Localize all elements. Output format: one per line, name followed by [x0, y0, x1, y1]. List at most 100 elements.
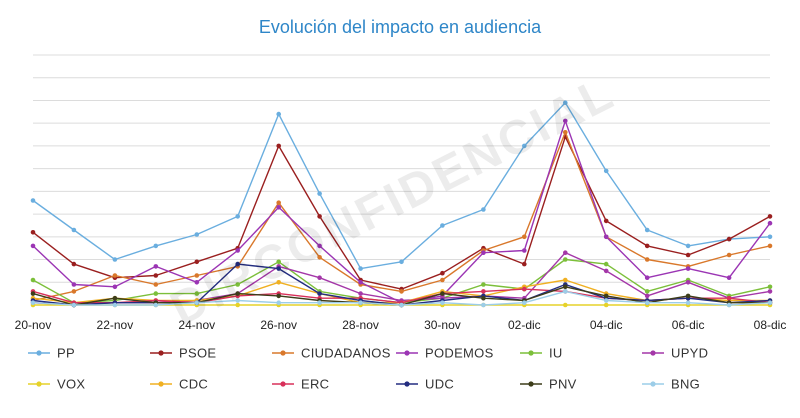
data-point	[399, 289, 404, 294]
data-point	[644, 300, 650, 306]
data-point	[481, 302, 486, 308]
data-point	[235, 214, 240, 219]
data-point	[194, 259, 200, 265]
legend-item: CDC	[150, 377, 208, 392]
data-point	[440, 223, 445, 228]
legend-label: IU	[549, 346, 563, 361]
data-point	[276, 293, 282, 299]
legend-item: BNG	[642, 377, 700, 392]
legend-swatch-marker	[280, 381, 286, 387]
data-point	[194, 291, 200, 296]
data-point	[112, 295, 118, 301]
data-point	[726, 302, 732, 308]
data-point	[358, 300, 363, 306]
series-lines	[30, 100, 773, 308]
data-point	[235, 298, 240, 303]
data-point	[317, 300, 322, 306]
data-point	[522, 234, 527, 240]
data-point	[276, 259, 282, 265]
series-upyd	[30, 250, 773, 308]
data-point	[481, 250, 486, 255]
data-point	[71, 227, 77, 233]
x-tick-label: 22-nov	[97, 318, 134, 332]
data-point	[276, 143, 282, 149]
data-point	[767, 300, 773, 306]
data-point	[603, 293, 609, 299]
data-point	[235, 291, 240, 296]
data-point	[563, 130, 568, 135]
data-point	[153, 291, 159, 296]
data-point	[767, 220, 773, 226]
data-point	[71, 289, 77, 294]
data-point	[317, 214, 322, 219]
data-point	[317, 291, 322, 296]
data-point	[726, 295, 732, 301]
data-point	[563, 277, 568, 283]
data-point	[685, 252, 691, 258]
data-point	[235, 282, 240, 287]
legend-swatch-marker	[650, 381, 656, 387]
legend-item: ERC	[272, 377, 329, 392]
x-tick-label: 08-dic	[754, 318, 787, 332]
data-point	[685, 293, 691, 299]
x-tick-label: 02-dic	[508, 318, 541, 332]
data-point	[481, 289, 486, 294]
legend-swatch-marker	[36, 350, 42, 356]
data-point	[276, 111, 282, 117]
data-point	[440, 300, 445, 306]
data-point	[112, 302, 118, 308]
data-point	[153, 282, 159, 287]
data-point	[685, 266, 691, 271]
data-point	[194, 280, 200, 285]
data-point	[358, 280, 363, 285]
legend-item: CIUDADANOS	[272, 346, 390, 361]
chart-title: Evolución del impacto en audiencia	[259, 17, 542, 37]
data-point	[603, 298, 609, 303]
data-point	[481, 207, 486, 212]
legend-item: VOX	[28, 377, 85, 392]
legend-swatch-marker	[158, 381, 164, 387]
data-point	[644, 257, 650, 262]
data-point	[726, 275, 732, 281]
x-tick-label: 30-nov	[424, 318, 461, 332]
data-point	[603, 261, 609, 267]
data-point	[153, 302, 159, 308]
x-tick-label: 24-nov	[178, 318, 215, 332]
data-point	[30, 277, 36, 283]
series-pp	[30, 100, 773, 271]
data-point	[563, 118, 568, 124]
data-point	[767, 214, 773, 219]
legend-label: CDC	[179, 377, 208, 392]
data-point	[30, 243, 36, 249]
legend-item: UPYD	[642, 346, 708, 361]
data-point	[644, 227, 650, 233]
data-point	[685, 300, 691, 306]
data-point	[563, 250, 568, 255]
data-point	[644, 243, 650, 249]
data-point	[30, 198, 36, 203]
legend-item: IU	[520, 346, 563, 361]
data-point	[194, 273, 200, 278]
data-point	[317, 191, 322, 196]
data-point	[235, 248, 240, 253]
legend: PP PSOE CIUDADANOS PODEMOS IU UPYD VOX CDC ERC UD…	[28, 346, 708, 392]
data-point	[440, 277, 445, 283]
legend-swatch-marker	[280, 350, 286, 356]
legend-swatch-marker	[528, 350, 534, 356]
data-point	[603, 234, 609, 240]
data-point	[726, 236, 732, 242]
x-axis-tick-labels: 20-nov 22-nov 24-nov 26-nov 28-nov 30-nov 02-d…	[15, 318, 787, 332]
legend-swatch-marker	[36, 381, 42, 387]
data-point	[685, 280, 691, 285]
data-point	[522, 261, 527, 267]
data-point	[603, 168, 609, 174]
x-tick-label: 20-nov	[15, 318, 52, 332]
watermark-text: DIRCONFIDENCIAL	[162, 66, 623, 336]
data-point	[603, 218, 609, 224]
data-point	[767, 289, 773, 294]
data-point	[153, 273, 159, 278]
data-point	[235, 261, 240, 267]
x-tick-label: 28-nov	[342, 318, 379, 332]
data-point	[112, 284, 118, 290]
